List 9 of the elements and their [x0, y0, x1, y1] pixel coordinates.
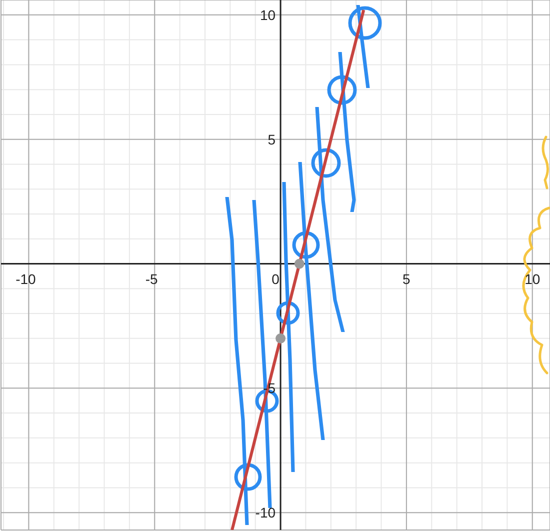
y-tick-label: -5	[263, 380, 276, 396]
x-tick-label: 5	[402, 270, 411, 287]
x-tick-label: -5	[145, 270, 158, 287]
y-tick-label: 5	[268, 131, 276, 148]
x-tick-label: -10	[16, 270, 36, 287]
y-tick-label: -10	[255, 504, 276, 521]
x-tick-label: 10	[524, 270, 540, 287]
x-tick-label: 0	[272, 270, 280, 287]
y-tick-label: 10	[260, 6, 276, 23]
